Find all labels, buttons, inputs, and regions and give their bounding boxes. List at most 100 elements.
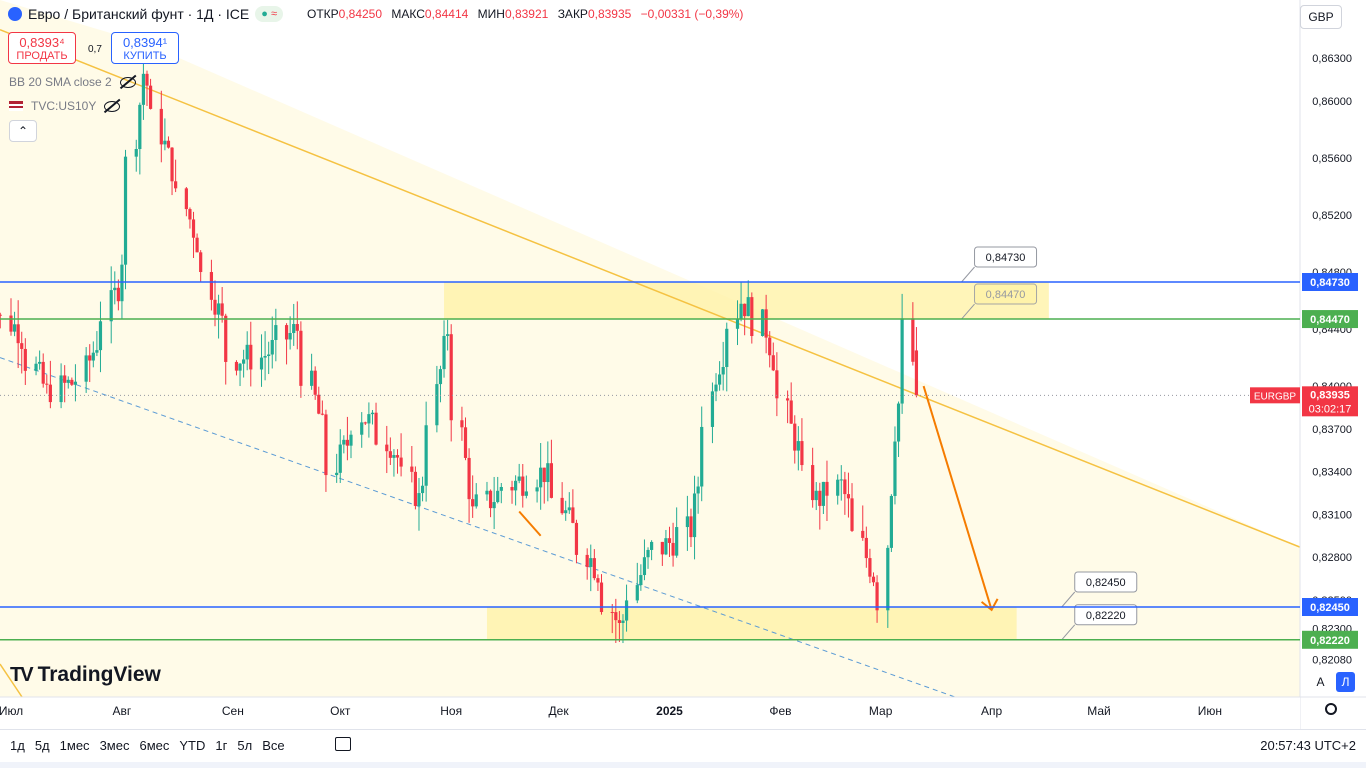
hidden-eye-icon[interactable]: [104, 100, 121, 112]
clock[interactable]: 20:57:43 UTC+2: [1260, 738, 1356, 753]
candle-body-21: [88, 355, 92, 361]
sell-button[interactable]: 0,8393⁴ ПРОДАТЬ: [8, 32, 76, 64]
y-tick-8: 0,83400: [1312, 467, 1352, 479]
candle-body-179: [875, 582, 879, 611]
candle-body-98: [471, 499, 475, 507]
candle-body-110: [535, 487, 539, 492]
candle-body-101: [488, 490, 493, 509]
candle-body-78: [370, 412, 375, 415]
candle-body-37: [166, 140, 171, 148]
candle-body-58: [270, 339, 274, 355]
candle-body-47: [216, 303, 221, 315]
candle-body-70: [335, 472, 339, 476]
level-tag-label-0: 0,84730: [1310, 277, 1350, 289]
range-button-3[interactable]: 3мес: [99, 738, 130, 753]
small-arrow: [518, 510, 542, 537]
candle-body-5: [9, 315, 13, 332]
candle-body-44: [199, 252, 203, 273]
lower-trendline: [0, 663, 23, 698]
candle-body-36: [163, 140, 167, 145]
last-price-tag: [1302, 386, 1358, 417]
candle-body-49: [224, 315, 228, 362]
indicator-bb[interactable]: BB 20 SMA close 2: [9, 75, 136, 89]
candle-body-81: [388, 451, 392, 458]
y-tick-7: 0,83700: [1312, 424, 1352, 436]
candle-body-156: [764, 309, 768, 338]
range-button-6[interactable]: 1г: [215, 738, 228, 753]
callout-pointer-1: [961, 303, 975, 320]
auto-scale-button[interactable]: A: [1316, 675, 1325, 689]
candle-body-137: [667, 538, 672, 543]
candle-body-119: [574, 522, 579, 555]
ohlc-readout: ОТКР0,84250 МАКС0,84414 МИН0,83921 ЗАКР0…: [306, 7, 744, 21]
x-tick-0: Июл: [0, 704, 23, 718]
callout-label-0: 0,84730: [986, 252, 1026, 264]
candle-body-96: [463, 427, 468, 458]
candle-body-147: [718, 374, 722, 385]
range-button-5[interactable]: YTD: [179, 738, 206, 753]
buy-button[interactable]: 0,8394¹ КУПИТЬ: [111, 32, 179, 64]
x-tick-3: Окт: [330, 704, 351, 718]
market-status-badge[interactable]: ● ≈: [255, 6, 283, 22]
candle-body-76: [363, 422, 367, 424]
tradingview-mark-icon: TV: [10, 663, 34, 686]
candle-body-69: [324, 414, 328, 476]
candle-body-10: [34, 363, 38, 371]
candle-body-27: [116, 287, 120, 302]
range-button-4[interactable]: 6мес: [139, 738, 170, 753]
candle-body-25: [109, 290, 113, 322]
candle-body-161: [789, 400, 793, 424]
candle-body-131: [639, 575, 643, 586]
symbol-tag-label: EURGBP: [1254, 391, 1297, 402]
calendar-icon[interactable]: [335, 737, 351, 751]
candle-body-11: [38, 361, 42, 364]
candle-body-51: [238, 363, 242, 371]
candle-body-181: [889, 495, 893, 548]
range-button-2[interactable]: 1мес: [59, 738, 90, 753]
symbol-tag: [1250, 387, 1300, 404]
x-tick-8: Мар: [869, 704, 893, 718]
candle-body-135: [660, 541, 664, 555]
candle-body-115: [560, 497, 564, 514]
candle-body-125: [610, 612, 614, 614]
candle-body-154: [750, 297, 754, 337]
candle-body-6: [12, 324, 17, 332]
candle-body-136: [664, 538, 668, 555]
candle-body-65: [310, 370, 314, 386]
candle-body-104: [499, 487, 503, 491]
candle-body-148: [721, 367, 725, 375]
candle-body-73: [345, 439, 350, 446]
indicator-us10y[interactable]: TVC:US10Y: [9, 99, 121, 113]
level-tag-0: [1302, 273, 1358, 291]
candle-body-34: [148, 85, 153, 109]
symbol-title[interactable]: Евро / Британский фунт · 1Д · ICE: [28, 6, 250, 22]
candle-body-88: [420, 485, 425, 494]
forecast-arrow-line: [922, 385, 993, 611]
range-button-0[interactable]: 1д: [10, 738, 25, 753]
candle-body-30: [134, 149, 138, 157]
range-button-1[interactable]: 5д: [34, 738, 50, 753]
candle-body-54: [249, 344, 253, 370]
resistance-zone: [444, 282, 1049, 320]
candle-body-12: [41, 361, 45, 384]
collapse-legend-button[interactable]: ⌃: [9, 120, 37, 142]
range-button-7[interactable]: 5л: [237, 738, 253, 753]
callout-pointer-0: [961, 266, 975, 283]
currency-button[interactable]: GBP: [1300, 5, 1342, 29]
candle-body-107: [517, 476, 521, 481]
range-selector: 1д 5д 1мес 3мес 6мес YTD 1г 5л Все: [10, 738, 295, 753]
candle-body-71: [338, 444, 342, 473]
candle-body-31: [138, 104, 142, 150]
candle-body-153: [746, 297, 750, 317]
range-button-8[interactable]: Все: [262, 738, 285, 753]
hidden-eye-icon[interactable]: [119, 76, 136, 88]
log-scale-button[interactable]: Л: [1336, 672, 1355, 692]
candle-body-178: [871, 576, 876, 583]
gear-icon[interactable]: [1325, 703, 1337, 715]
candle-body-138: [671, 542, 675, 556]
candle-body-77: [367, 414, 371, 424]
x-tick-9: Апр: [981, 704, 1003, 718]
candle-body-160: [786, 398, 790, 401]
candle-body-72: [342, 439, 346, 445]
